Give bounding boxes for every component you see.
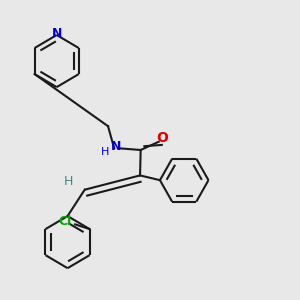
Text: H: H bbox=[101, 147, 109, 157]
Text: O: O bbox=[157, 131, 168, 145]
Text: H: H bbox=[64, 175, 73, 188]
Text: Cl: Cl bbox=[58, 215, 71, 228]
Text: N: N bbox=[111, 140, 121, 153]
Text: N: N bbox=[52, 27, 62, 40]
